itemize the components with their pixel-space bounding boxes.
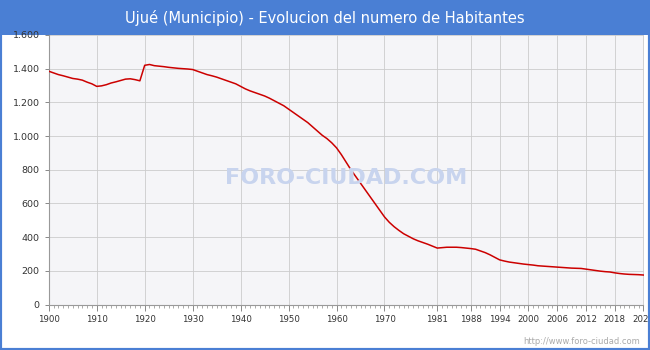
Text: FORO-CIUDAD.COM: FORO-CIUDAD.COM (225, 168, 467, 188)
Text: Ujué (Municipio) - Evolucion del numero de Habitantes: Ujué (Municipio) - Evolucion del numero … (125, 9, 525, 26)
Text: http://www.foro-ciudad.com: http://www.foro-ciudad.com (523, 337, 640, 346)
